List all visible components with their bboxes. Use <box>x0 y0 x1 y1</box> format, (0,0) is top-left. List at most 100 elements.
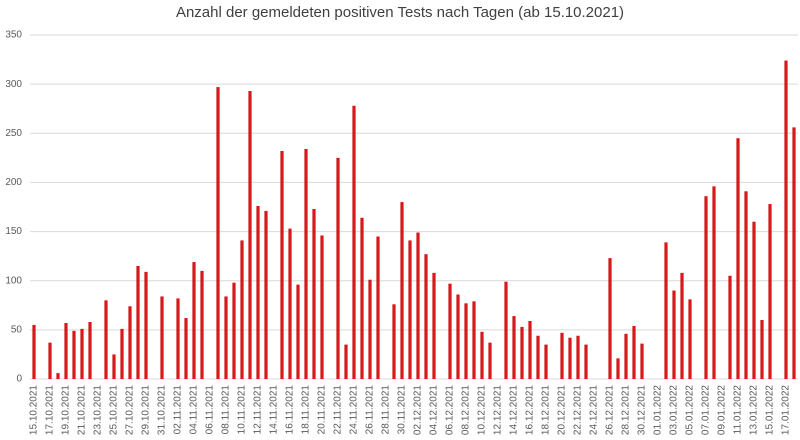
x-tick-label: 02.12.2021 <box>413 385 424 435</box>
x-tick-label: 03.01.2022 <box>669 385 680 435</box>
bar <box>224 296 228 379</box>
bar <box>368 279 372 379</box>
bar <box>160 296 164 379</box>
bar <box>48 342 52 379</box>
bar <box>320 235 324 379</box>
bar <box>744 191 748 379</box>
bar <box>424 254 428 379</box>
x-tick-label: 20.11.2021 <box>317 385 328 435</box>
bar <box>640 343 644 379</box>
bar <box>352 105 356 379</box>
bar <box>448 283 452 379</box>
x-tick-label: 12.11.2021 <box>253 385 264 435</box>
bar <box>240 240 244 379</box>
bar <box>176 298 180 379</box>
bar <box>736 138 740 379</box>
bar <box>64 322 68 379</box>
x-tick-label: 10.12.2021 <box>477 385 488 435</box>
x-tick-label: 27.10.2021 <box>125 385 136 435</box>
x-tick-label: 29.10.2021 <box>141 385 152 435</box>
bar <box>616 358 620 379</box>
bar <box>232 282 236 379</box>
bar <box>728 275 732 379</box>
bar <box>56 373 60 379</box>
x-tick-label: 21.10.2021 <box>77 385 88 435</box>
x-tick-label: 20.12.2021 <box>557 385 568 435</box>
x-tick-label: 17.01.2022 <box>781 385 792 435</box>
x-tick-label: 23.10.2021 <box>93 385 104 435</box>
x-tick-label: 26.12.2021 <box>605 385 616 435</box>
x-tick-label: 24.11.2021 <box>349 385 360 435</box>
x-tick-label: 13.01.2022 <box>749 385 760 435</box>
bar <box>312 208 316 379</box>
bar <box>632 325 636 379</box>
x-tick-label: 02.11.2021 <box>173 385 184 435</box>
y-tick-label: 300 <box>5 79 22 90</box>
x-tick-label: 28.12.2021 <box>621 385 632 435</box>
bar <box>392 304 396 379</box>
bar <box>120 328 124 379</box>
bar <box>248 91 252 379</box>
x-tick-label: 11.01.2022 <box>733 385 744 435</box>
bar <box>576 335 580 379</box>
bar <box>80 328 84 379</box>
x-tick-label: 22.11.2021 <box>333 385 344 435</box>
bar <box>472 301 476 379</box>
bar <box>336 157 340 379</box>
bar <box>296 284 300 379</box>
bar <box>784 60 788 379</box>
bar <box>544 344 548 379</box>
bar <box>304 149 308 379</box>
y-tick-label: 250 <box>5 128 22 139</box>
bar <box>400 202 404 379</box>
bar <box>504 281 508 379</box>
bar <box>104 300 108 379</box>
x-tick-label: 09.01.2022 <box>717 385 728 435</box>
x-tick-label: 10.11.2021 <box>237 385 248 435</box>
y-tick-label: 100 <box>5 275 22 286</box>
bar <box>672 290 676 379</box>
bar <box>512 316 516 379</box>
x-tick-label: 06.12.2021 <box>445 385 456 435</box>
x-tick-label: 16.11.2021 <box>285 385 296 435</box>
bar <box>480 331 484 379</box>
bar <box>792 127 796 379</box>
bar <box>464 303 468 379</box>
x-tick-label: 07.01.2022 <box>701 385 712 435</box>
bar <box>488 342 492 379</box>
bar <box>200 270 204 379</box>
bar <box>184 318 188 379</box>
x-tick-label: 24.12.2021 <box>589 385 600 435</box>
x-tick-label: 06.11.2021 <box>205 385 216 435</box>
bar <box>360 217 364 379</box>
bar <box>416 232 420 379</box>
bar <box>128 306 132 379</box>
x-tick-label: 15.10.2021 <box>29 385 40 435</box>
x-tick-label: 08.12.2021 <box>461 385 472 435</box>
bar <box>280 150 284 379</box>
bar <box>456 294 460 379</box>
x-tick-label: 19.10.2021 <box>61 385 72 435</box>
x-tick-label: 04.11.2021 <box>189 385 200 435</box>
bar <box>536 335 540 379</box>
y-tick-label: 0 <box>16 374 22 385</box>
x-tick-label: 26.11.2021 <box>365 385 376 435</box>
bar <box>680 272 684 379</box>
x-tick-label: 16.12.2021 <box>525 385 536 435</box>
y-tick-label: 350 <box>5 30 22 41</box>
chart-title: Anzahl der gemeldeten positiven Tests na… <box>176 4 624 21</box>
x-tick-label: 05.01.2022 <box>685 385 696 435</box>
bar <box>752 221 756 379</box>
y-tick-label: 50 <box>11 324 23 335</box>
x-tick-label: 30.12.2021 <box>637 385 648 435</box>
bar <box>688 299 692 379</box>
bar <box>704 196 708 379</box>
bar <box>344 344 348 379</box>
bar <box>256 206 260 379</box>
x-tick-label: 18.12.2021 <box>541 385 552 435</box>
bar <box>608 258 612 379</box>
bar <box>88 321 92 379</box>
bar <box>568 337 572 379</box>
bar <box>376 236 380 379</box>
